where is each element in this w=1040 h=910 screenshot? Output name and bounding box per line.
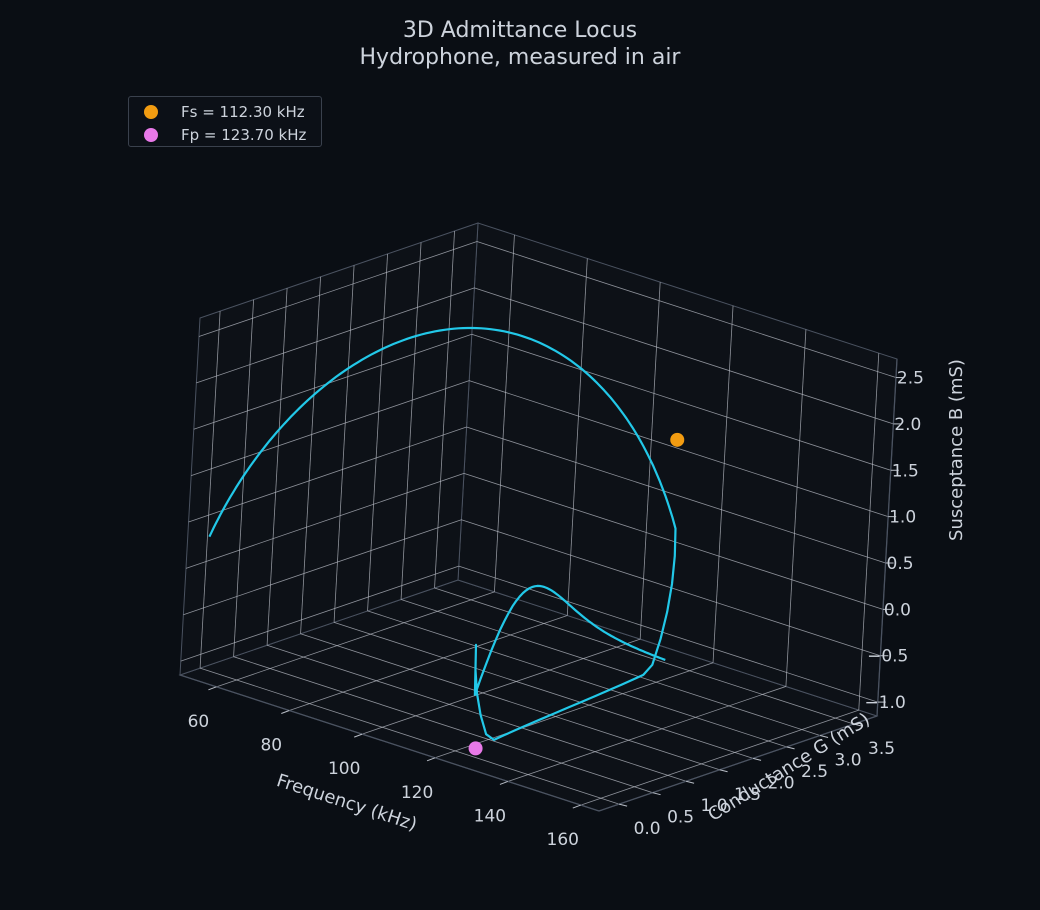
- z-tick-label: −1.0: [864, 693, 905, 713]
- y-tick: [652, 792, 661, 796]
- x-tick: [499, 780, 509, 785]
- y-tick: [618, 803, 628, 807]
- z-axis-label: Susceptance B (mS): [946, 359, 967, 541]
- z-gridline: [469, 380, 889, 518]
- z-tick-label: 2.5: [897, 369, 924, 389]
- z-tick-label: 1.0: [889, 508, 916, 528]
- y-tick: [819, 734, 829, 738]
- z-gridline: [463, 472, 884, 610]
- y-gridline: [367, 253, 388, 611]
- y-gridline: [333, 265, 355, 623]
- x-tick-label: 160: [547, 830, 579, 850]
- z-gridline: [191, 380, 470, 477]
- y-tick-label: 3.5: [868, 739, 895, 759]
- x-gridline: [494, 234, 515, 592]
- z-tick-label: −0.5: [867, 647, 908, 667]
- x-tick-label: 120: [401, 783, 433, 803]
- y-tick-label: 2.5: [801, 762, 828, 782]
- z-gridline: [198, 241, 478, 337]
- x-tick-label: 60: [188, 712, 210, 732]
- x-tick: [353, 733, 363, 738]
- z-axis-line: [876, 358, 898, 717]
- legend-item-fs: Fs = 112.30 kHz: [129, 100, 321, 122]
- y-tick: [752, 757, 762, 761]
- x-gridline: [858, 353, 880, 711]
- y-gridline: [400, 242, 422, 600]
- y-tick-label: 1.0: [701, 796, 728, 816]
- x-gridline: [362, 638, 641, 735]
- z-gridline: [193, 333, 472, 430]
- z-gridline: [180, 565, 459, 662]
- z-tick-label: 0.5: [887, 554, 914, 574]
- x-gridline: [785, 329, 807, 687]
- y-tick-label: 2.0: [768, 773, 795, 793]
- z-gridline: [471, 333, 891, 471]
- y-gridline: [333, 621, 754, 759]
- z-tick-label: 1.5: [892, 461, 919, 481]
- x-tick-label: 80: [260, 735, 282, 755]
- y-axis-line: [598, 715, 878, 812]
- legend-marker-fp: [144, 128, 158, 142]
- legend-marker-fs: [144, 105, 158, 119]
- z-gridline: [185, 472, 465, 569]
- x-axis-label: Frequency (kHz): [274, 770, 420, 835]
- z-gridline: [183, 519, 462, 616]
- y-gridline: [400, 599, 821, 736]
- x-gridline: [434, 662, 714, 759]
- legend-item-fp: Fp = 123.70 kHz: [129, 123, 321, 145]
- y-gridline: [266, 288, 288, 646]
- chart-title: 3D Admittance Locus: [402, 18, 638, 43]
- z-tick-label: 0.0: [884, 600, 911, 620]
- admittance-locus-line: [208, 326, 677, 742]
- legend: Fs = 112.30 kHz Fp = 123.70 kHz: [128, 96, 322, 147]
- y-gridline: [233, 299, 254, 657]
- x-tick-label: 100: [328, 759, 360, 779]
- y-tick: [719, 769, 728, 773]
- fs-marker: [670, 432, 685, 447]
- x-gridline: [216, 591, 495, 688]
- y-tick: [853, 723, 862, 727]
- x-tick: [572, 804, 581, 809]
- legend-label-fs: Fs = 112.30 kHz: [181, 103, 305, 121]
- y-gridline: [367, 610, 787, 748]
- z-gridline: [476, 241, 897, 378]
- x-gridline: [289, 615, 568, 711]
- z-tick-label: 2.0: [894, 415, 921, 435]
- y-tick-label: 0.0: [634, 819, 661, 839]
- y-tick-label: 1.5: [734, 785, 761, 805]
- chart-subtitle: Hydrophone, measured in air: [359, 45, 681, 70]
- z-gridline: [466, 426, 886, 564]
- x-tick: [208, 686, 217, 691]
- y-gridline: [199, 667, 620, 805]
- x-gridline: [566, 258, 588, 616]
- x-gridline: [507, 686, 787, 782]
- z-gridline: [188, 426, 467, 523]
- y-gridline: [233, 656, 653, 794]
- y-gridline: [434, 587, 854, 725]
- y-tick-label: 3.0: [835, 750, 862, 770]
- y-tick-label: 0.5: [667, 808, 694, 828]
- y-tick: [786, 746, 795, 750]
- y-tick: [685, 780, 695, 784]
- x-tick-label: 140: [474, 806, 506, 826]
- z-gridline: [474, 287, 894, 425]
- x-tick: [426, 757, 436, 762]
- y-gridline: [266, 644, 687, 782]
- x-axis-line: [179, 674, 600, 812]
- legend-label-fp: Fp = 123.70 kHz: [181, 126, 307, 144]
- y-gridline: [300, 276, 321, 634]
- x-gridline: [712, 305, 734, 663]
- z-gridline: [196, 287, 475, 384]
- y-gridline: [300, 633, 720, 771]
- y-gridline: [434, 230, 455, 589]
- y-gridline: [199, 311, 221, 669]
- x-tick: [281, 710, 290, 714]
- fp-marker: [468, 741, 483, 756]
- x-gridline: [580, 709, 859, 806]
